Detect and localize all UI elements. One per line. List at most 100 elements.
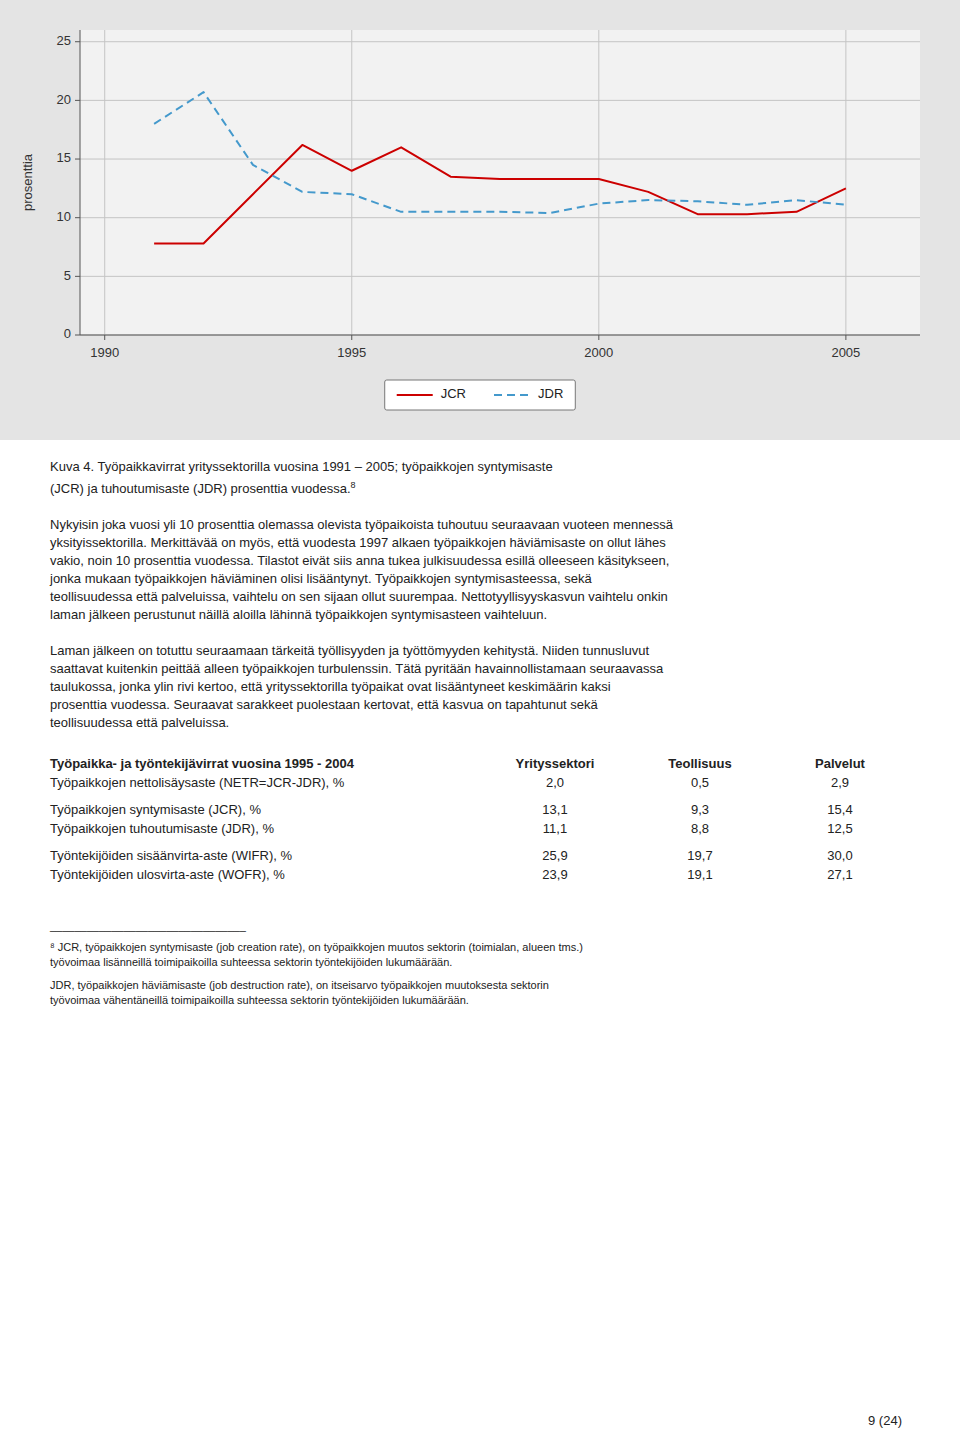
grid — [80, 30, 920, 335]
y-tick-label: 15 — [57, 150, 71, 165]
table-cell: Työntekijöiden ulosvirta-aste (WOFR), % — [50, 865, 480, 884]
x-grid-line — [351, 30, 352, 335]
table-cols — [50, 754, 910, 884]
footnote-separator: ________________________________ — [50, 920, 910, 932]
table-col — [630, 754, 770, 884]
y-axis-line — [80, 30, 81, 335]
table-cell: 0,5 — [630, 773, 770, 792]
footnote: ⁸ JCR, työpaikkojen syntymisaste (job cr… — [50, 940, 910, 970]
y-grid-line — [80, 217, 920, 218]
table-body: Työpaikkojen nettolisäysaste (NETR=JCR-J… — [50, 773, 910, 884]
caption-superscript: 8 — [351, 480, 356, 490]
x-tick — [104, 335, 105, 340]
table-cell: 15,4 — [770, 800, 910, 819]
table-cell: 9,3 — [630, 800, 770, 819]
plot-background — [80, 30, 920, 335]
table-cell: Työpaikkojen nettolisäysaste (NETR=JCR-J… — [50, 773, 480, 792]
table: Työpaikka- ja työntekijävirrat vuosina 1… — [50, 754, 910, 884]
x-tick-label: 2000 — [584, 345, 613, 360]
x-tick — [598, 335, 599, 340]
table-cell: 2,0 — [480, 773, 630, 792]
table-cell: 23,9 — [480, 865, 630, 884]
table-spacer-cell — [50, 792, 910, 800]
footnote-line: työvoimaa vähentäneillä toimipaikoilla s… — [50, 993, 910, 1008]
table-spacer — [50, 838, 910, 846]
paragraph-line: yksityissektorilla. Merkittävää on myös,… — [50, 534, 910, 552]
table-spacer — [50, 792, 910, 800]
y-tick-label: 0 — [64, 326, 71, 341]
table-cell: 19,1 — [630, 865, 770, 884]
paragraph-line: teollisuudessa että palveluissa, vaihtel… — [50, 588, 910, 606]
paragraph-line: Laman jälkeen on totuttu seuraamaan tärk… — [50, 642, 910, 660]
paragraph: Laman jälkeen on totuttu seuraamaan tärk… — [50, 642, 910, 732]
paragraph-line: saattavat kuitenkin peittää alleen työpa… — [50, 660, 910, 678]
paragraph-line: Nykyisin joka vuosi yli 10 prosenttia ol… — [50, 516, 910, 534]
table-header-cell: Yrityssektori — [480, 754, 630, 773]
x-tick-label: 1995 — [337, 345, 366, 360]
table-cell: 11,1 — [480, 819, 630, 838]
table-cell: 12,5 — [770, 819, 910, 838]
table-cell: 8,8 — [630, 819, 770, 838]
footnote-line: työvoimaa lisänneillä toimipaikoilla suh… — [50, 955, 910, 970]
x-grid-line — [104, 30, 105, 335]
table-row: Työpaikkojen nettolisäysaste (NETR=JCR-J… — [50, 773, 910, 792]
y-tick — [75, 41, 80, 42]
y-tick — [75, 100, 80, 101]
paragraph-line: taulukossa, jonka ylin rivi kertoo, että… — [50, 678, 910, 696]
table-row: Työntekijöiden ulosvirta-aste (WOFR), %2… — [50, 865, 910, 884]
series-line — [154, 92, 846, 213]
table-head: Työpaikka- ja työntekijävirrat vuosina 1… — [50, 754, 910, 773]
y-tick-label: 10 — [57, 209, 71, 224]
caption-line: Kuva 4. Työpaikkavirrat yrityssektorilla… — [50, 458, 910, 476]
table-cell: 2,9 — [770, 773, 910, 792]
table-col — [50, 754, 480, 884]
legend-swatch — [494, 394, 530, 396]
legend-swatch — [397, 394, 433, 396]
y-tick-label: 20 — [57, 92, 71, 107]
paragraph-line: laman jälkeen perustunut näillä aloilla … — [50, 606, 910, 624]
y-tick — [75, 159, 80, 160]
y-tick-label: 25 — [57, 33, 71, 48]
y-grid-line — [80, 159, 920, 160]
x-grid-line — [598, 30, 599, 335]
x-tick-label: 1990 — [90, 345, 119, 360]
table-spacer-cell — [50, 838, 910, 846]
legend-label: JDR — [538, 386, 563, 401]
table-cell: Työpaikkojen tuhoutumisaste (JDR), % — [50, 819, 480, 838]
table-col — [480, 754, 630, 884]
x-tick — [351, 335, 352, 340]
paragraph-line: vakio, noin 10 prosenttia vuodessa. Tila… — [50, 552, 910, 570]
table-cell: 27,1 — [770, 865, 910, 884]
table-cell: 19,7 — [630, 846, 770, 865]
series-line — [154, 145, 846, 244]
paragraph-line: prosenttia vuodessa. Seuraavat sarakkeet… — [50, 696, 910, 714]
table-col — [770, 754, 910, 884]
caption-line-wrap: (JCR) ja tuhoutumisaste (JDR) prosenttia… — [50, 476, 910, 498]
table-cell: Työntekijöiden sisäänvirta-aste (WIFR), … — [50, 846, 480, 865]
legend: JCR JDR — [385, 380, 576, 410]
y-grid-line — [80, 335, 920, 336]
table-cell: 30,0 — [770, 846, 910, 865]
x-axis-line — [80, 335, 920, 336]
table-header-row: Työpaikka- ja työntekijävirrat vuosina 1… — [50, 754, 910, 773]
legend-box — [385, 380, 576, 410]
x-tick-label: 2005 — [831, 345, 860, 360]
table-header-cell: Työpaikka- ja työntekijävirrat vuosina 1… — [50, 754, 480, 773]
footnote-line: ⁸ JCR, työpaikkojen syntymisaste (job cr… — [50, 940, 910, 955]
chart: 05101520251990199520002005prosenttiaJCRJ… — [0, 0, 960, 440]
y-tick — [75, 217, 80, 218]
legend-label: JCR — [441, 386, 466, 401]
table-header-cell: Teollisuus — [630, 754, 770, 773]
caption: Kuva 4. Työpaikkavirrat yrityssektorilla… — [50, 458, 910, 498]
footnote: JDR, työpaikkojen häviämisaste (job dest… — [50, 978, 910, 1008]
series-lines — [154, 92, 846, 243]
table-row: Työpaikkojen tuhoutumisaste (JDR), %11,1… — [50, 819, 910, 838]
y-tick-label: 5 — [64, 268, 71, 283]
table-cell: Työpaikkojen syntymisaste (JCR), % — [50, 800, 480, 819]
x-grid-line — [845, 30, 846, 335]
page-number: 9 (24) — [868, 1413, 902, 1428]
y-grid-line — [80, 100, 920, 101]
table-row: Työntekijöiden sisäänvirta-aste (WIFR), … — [50, 846, 910, 865]
y-grid-line — [80, 276, 920, 277]
y-tick — [75, 276, 80, 277]
